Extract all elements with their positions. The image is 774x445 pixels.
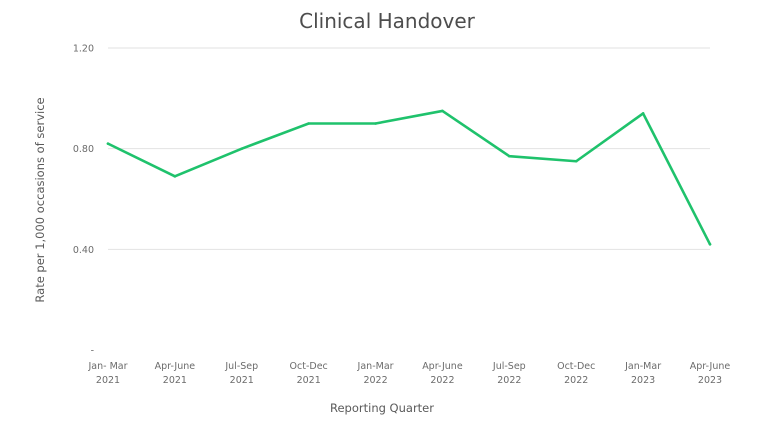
x-tick-quarter: Jul-Sep bbox=[492, 361, 526, 372]
y-axis-label: Rate per 1,000 occasions of service bbox=[33, 97, 47, 302]
x-tick-quarter: Apr-June bbox=[422, 361, 463, 372]
data-point bbox=[307, 122, 310, 125]
x-tick-label: Jul-Sep 2021 bbox=[224, 361, 258, 386]
y-tick-label: 1.20 bbox=[73, 44, 94, 55]
x-tick-year: 2022 bbox=[363, 375, 387, 386]
x-tick-label: Apr-June 2022 bbox=[422, 361, 463, 386]
x-tick-label: Jan-Mar 2022 bbox=[357, 361, 394, 386]
x-tick-label: Oct-Dec 2021 bbox=[290, 361, 328, 386]
data-point bbox=[240, 147, 244, 150]
x-tick-label: Oct-Dec 2022 bbox=[557, 361, 595, 386]
x-tick-year: 2021 bbox=[96, 375, 120, 386]
x-tick-quarter: Jan- Mar bbox=[87, 361, 127, 372]
y-tick-label: - bbox=[91, 346, 94, 357]
x-tick-year: 2023 bbox=[631, 375, 655, 386]
x-tick-quarter: Jul-Sep bbox=[224, 361, 258, 372]
data-point bbox=[374, 122, 377, 125]
chart-title: Clinical Handover bbox=[299, 9, 476, 33]
data-point bbox=[173, 175, 177, 178]
x-tick-year: 2022 bbox=[497, 375, 521, 386]
data-point bbox=[641, 112, 645, 115]
y-tick-label: 0.40 bbox=[73, 245, 94, 256]
x-tick-year: 2023 bbox=[698, 375, 722, 386]
x-tick-year: 2021 bbox=[230, 375, 254, 386]
x-tick-quarter: Oct-Dec bbox=[290, 361, 328, 372]
data-point bbox=[106, 142, 110, 145]
x-tick-label: Apr-June 2021 bbox=[155, 361, 196, 386]
x-tick-year: 2021 bbox=[163, 375, 187, 386]
y-axis-ticks: - 0.40 0.80 1.20 bbox=[73, 44, 94, 357]
series-layer bbox=[106, 109, 712, 246]
x-tick-quarter: Apr-June bbox=[690, 361, 731, 372]
x-tick-quarter: Oct-Dec bbox=[557, 361, 595, 372]
x-axis-label: Reporting Quarter bbox=[330, 401, 434, 415]
x-tick-quarter: Jan-Mar bbox=[357, 361, 394, 372]
x-tick-year: 2022 bbox=[430, 375, 454, 386]
x-tick-quarter: Apr-June bbox=[155, 361, 196, 372]
gridlines bbox=[108, 47, 710, 250]
data-point bbox=[441, 109, 444, 113]
x-tick-label: Jan-Mar 2023 bbox=[624, 361, 661, 386]
data-point bbox=[574, 159, 578, 163]
y-tick-label: 0.80 bbox=[73, 144, 94, 155]
data-point bbox=[508, 154, 511, 158]
data-point bbox=[708, 243, 712, 246]
x-tick-year: 2021 bbox=[297, 375, 321, 386]
x-tick-year: 2022 bbox=[564, 375, 588, 386]
x-tick-quarter: Jan-Mar bbox=[624, 361, 661, 372]
x-tick-label: Jan- Mar 2021 bbox=[87, 361, 127, 386]
x-tick-label: Apr-June 2023 bbox=[690, 361, 731, 386]
x-tick-label: Jul-Sep 2022 bbox=[492, 361, 526, 386]
series-line bbox=[106, 109, 712, 246]
